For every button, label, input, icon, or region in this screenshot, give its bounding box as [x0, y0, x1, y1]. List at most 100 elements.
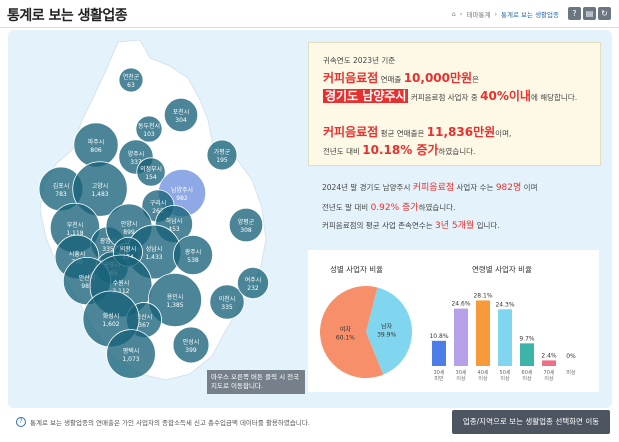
region-circle[interactable]	[72, 161, 128, 217]
region-value: 981	[81, 283, 93, 290]
stats-count: 982명	[495, 183, 522, 193]
pie-slice[interactable]	[320, 286, 384, 378]
help-icon[interactable]: ?	[568, 7, 581, 20]
bar-category: 이상	[478, 375, 488, 382]
avg-sales-suffix: 은	[472, 75, 479, 84]
pie-label: 남자	[381, 323, 393, 331]
toolbar: ? ▤ ↻	[568, 7, 611, 20]
bar-category: 50세	[500, 369, 511, 376]
avg2-suffix: 이며,	[495, 129, 512, 138]
bar-value: 24.6%	[451, 301, 470, 308]
page-title: 통계로 보는 생활업종	[7, 8, 128, 24]
print-icon[interactable]: ▤	[583, 7, 596, 20]
summary-card: 귀속연도 2023년 기준 커피음료점 연매출 10,000만원은 경기도 남양…	[308, 42, 601, 166]
avg2-line: 커피음료점 평균 연매출은 11,836만원이며,	[323, 123, 511, 140]
stats-line-1: 2024년 말 경기도 남양주시 커피음료점 사업자 수는 982명 이며	[322, 180, 537, 193]
region-value: 982	[176, 195, 188, 202]
home-icon[interactable]: ⌂	[451, 10, 456, 18]
region-name: 광명시	[100, 237, 117, 245]
region-circle[interactable]	[135, 115, 163, 143]
age-bar[interactable]	[454, 308, 468, 366]
bar-category: 60세	[522, 369, 533, 376]
region-circle[interactable]	[173, 235, 213, 275]
age-bar[interactable]	[542, 360, 556, 366]
top-suffix: 에 해당합니다.	[530, 93, 578, 102]
region-value: 304	[175, 117, 187, 124]
breadcrumb-item-current[interactable]: 통계로 보는 생활업종	[501, 11, 559, 19]
region-circle[interactable]	[118, 67, 144, 93]
avg-sales-line: 커피음료점 연매출 10,000만원은	[323, 69, 479, 86]
region-circle[interactable]	[209, 284, 245, 320]
region-value: 308	[240, 227, 252, 234]
biz-name-2: 커피음료점	[323, 125, 379, 139]
age-chart-title: 연령별 사업자 비율	[472, 265, 532, 274]
region-name: 고양시	[92, 182, 109, 190]
region-name: 양평군	[238, 218, 255, 226]
charts-card: 성별 사업자 비율 연령별 사업자 비율 남자 39.9% 여자 60.1% 10.8…	[308, 250, 599, 392]
region-circle[interactable]	[228, 207, 264, 243]
region-value: 453	[168, 226, 180, 233]
region-value: 103	[143, 131, 155, 138]
age-bar[interactable]	[520, 343, 534, 366]
breadcrumb-separator: ›	[494, 10, 498, 18]
bar-category: 이상	[500, 375, 510, 382]
age-bar[interactable]	[432, 340, 446, 366]
breadcrumb-item-theme[interactable]: 테마통계	[466, 11, 491, 19]
region-value: 1,385	[166, 302, 183, 309]
breadcrumb-separator: ›	[459, 10, 463, 18]
bar-value: 0%	[566, 353, 576, 360]
gender-chart-title: 성별 사업자 비율	[330, 265, 384, 274]
region-name: 하남시	[166, 217, 183, 225]
region-circle[interactable]	[236, 266, 270, 300]
region-circle[interactable]	[163, 97, 199, 133]
info-icon: ?	[16, 417, 26, 427]
region-circle[interactable]	[147, 272, 203, 328]
region-value: 1,118	[66, 230, 83, 237]
region-value: 1,483	[91, 191, 108, 198]
region-value: 263	[152, 208, 164, 215]
pie-label: 여자	[340, 325, 352, 333]
region-value: 367	[138, 322, 150, 329]
region-name: 남양주시	[171, 186, 193, 194]
stats-card: 2024년 말 경기도 남양주시 커피음료점 사업자 수는 982명 이며 전년…	[308, 172, 599, 242]
region-name: 김포시	[53, 183, 70, 190]
region-circle[interactable]	[206, 139, 238, 171]
region-value: 2,112	[112, 288, 129, 295]
region-circle[interactable]	[106, 329, 156, 379]
yoy-suffix: 하였습니다.	[438, 147, 476, 156]
move-selection-button[interactable]: 업종/지역으로 보는 생활업종 선택화면 이동	[452, 410, 610, 434]
refresh-icon[interactable]: ↻	[598, 7, 611, 20]
stats-line-3: 커피음료점의 평균 사업 존속연수는 3년 5개월 입니다.	[322, 218, 500, 231]
region-value: 783	[55, 191, 67, 198]
age-bar[interactable]	[476, 300, 490, 366]
region-circle[interactable]	[172, 326, 210, 364]
region-name: 의왕시	[120, 245, 137, 253]
region-circle[interactable]	[136, 157, 166, 187]
region-name: 양주시	[128, 150, 145, 158]
stats-text: 입니다.	[476, 221, 500, 230]
pie-slice[interactable]	[366, 287, 412, 375]
region-value: 337	[130, 159, 142, 166]
age-bar[interactable]	[498, 309, 512, 366]
region-name: 오산시	[136, 313, 153, 321]
bar-value: 24.3%	[495, 301, 514, 308]
region-name: 구리시	[150, 199, 167, 207]
map-hint: 마우스 오른쪽 버튼 클릭 시 전국 지도로 이동합니다.	[207, 370, 305, 394]
region-value: 232	[247, 285, 259, 292]
